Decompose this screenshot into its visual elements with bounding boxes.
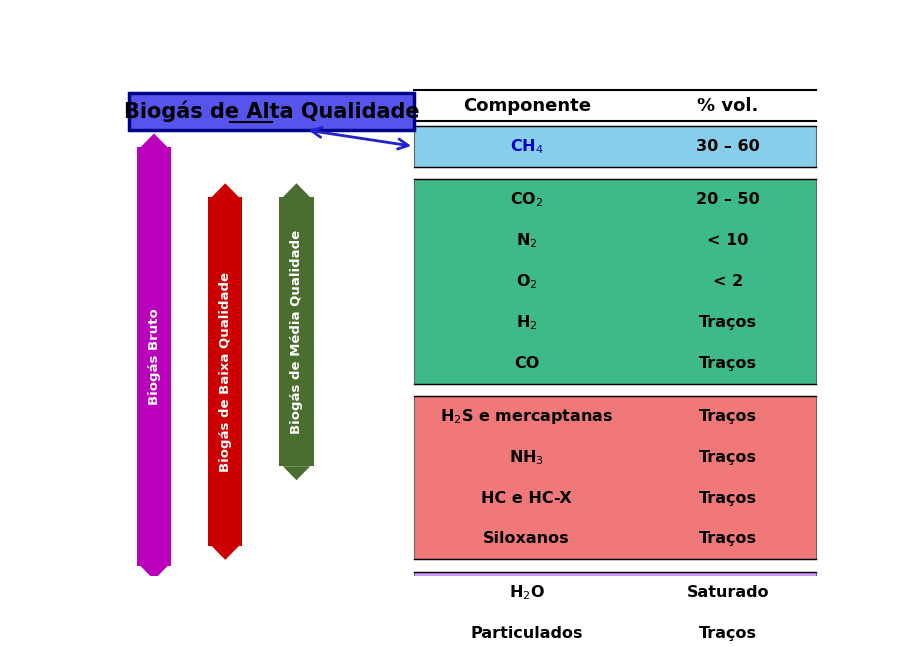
Text: Traços: Traços <box>698 450 757 465</box>
Text: Traços: Traços <box>698 531 757 547</box>
Bar <box>137 148 171 566</box>
Text: Saturado: Saturado <box>686 585 769 600</box>
Text: O$_2$: O$_2$ <box>516 272 538 291</box>
Text: Componente: Componente <box>462 96 591 115</box>
Polygon shape <box>211 183 239 197</box>
Polygon shape <box>283 466 311 480</box>
Text: N$_2$: N$_2$ <box>516 231 538 250</box>
Text: Biogás de Alta Qualidade: Biogás de Alta Qualidade <box>124 100 419 122</box>
Text: Biogás de Baixa Qualidade: Biogás de Baixa Qualidade <box>219 272 232 472</box>
Text: HC e HC-X: HC e HC-X <box>482 490 572 505</box>
Text: CO$_2$: CO$_2$ <box>510 190 543 209</box>
Bar <box>414 396 816 560</box>
Text: 30 – 60: 30 – 60 <box>696 139 760 154</box>
Text: < 10: < 10 <box>708 233 749 248</box>
Text: Particulados: Particulados <box>471 626 583 641</box>
Text: % vol.: % vol. <box>698 96 758 115</box>
Text: Traços: Traços <box>698 490 757 505</box>
Text: H$_2$O: H$_2$O <box>509 583 545 602</box>
Text: Traços: Traços <box>698 314 757 330</box>
Text: Traços: Traços <box>698 626 757 641</box>
Text: H$_2$S e mercaptanas: H$_2$S e mercaptanas <box>440 407 613 426</box>
Text: NH$_3$: NH$_3$ <box>509 448 544 466</box>
Text: Biogás Bruto: Biogás Bruto <box>148 308 161 405</box>
Text: H$_2$: H$_2$ <box>516 313 538 332</box>
Bar <box>414 179 816 384</box>
Bar <box>279 197 313 466</box>
Polygon shape <box>211 546 239 560</box>
FancyBboxPatch shape <box>129 93 414 130</box>
Bar <box>209 197 243 546</box>
Bar <box>414 572 816 647</box>
Polygon shape <box>141 566 168 580</box>
Text: Siloxanos: Siloxanos <box>483 531 570 547</box>
Text: Traços: Traços <box>698 409 757 424</box>
Text: 20 – 50: 20 – 50 <box>696 192 760 207</box>
Bar <box>414 126 816 167</box>
Text: CH$_4$: CH$_4$ <box>510 137 543 156</box>
Polygon shape <box>141 133 168 148</box>
Text: Traços: Traços <box>698 356 757 371</box>
Text: Biogás de Média Qualidade: Biogás de Média Qualidade <box>290 230 303 433</box>
Text: CO: CO <box>514 356 539 371</box>
Polygon shape <box>283 183 311 197</box>
Text: < 2: < 2 <box>713 274 743 289</box>
